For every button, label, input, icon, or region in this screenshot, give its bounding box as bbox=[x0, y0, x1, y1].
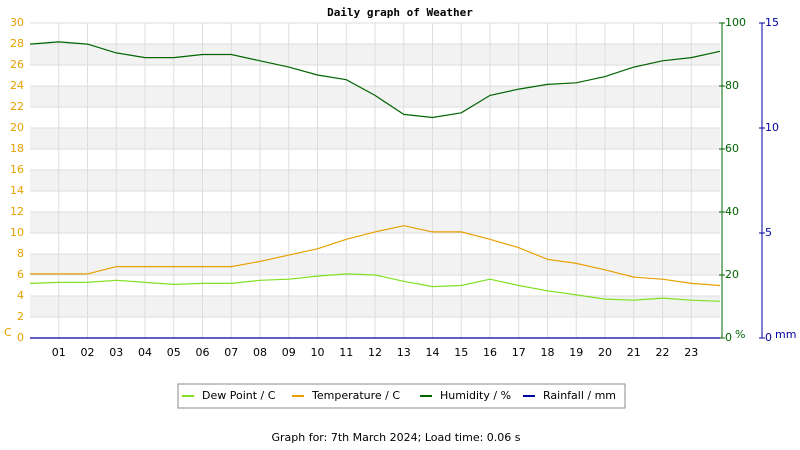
y-tick-label: 26 bbox=[10, 58, 24, 71]
y3-axis-label: mm bbox=[775, 328, 796, 341]
y-tick-label: 6 bbox=[17, 268, 24, 281]
x-tick-label: 14 bbox=[426, 346, 440, 359]
x-tick-label: 21 bbox=[627, 346, 641, 359]
y-tick-label: 8 bbox=[17, 247, 24, 260]
y2-axis-label: % bbox=[735, 328, 745, 341]
x-tick-label: 22 bbox=[656, 346, 670, 359]
legend-label: Dew Point / C bbox=[202, 389, 276, 402]
x-tick-label: 09 bbox=[282, 346, 296, 359]
y-tick-label: 4 bbox=[17, 289, 24, 302]
x-tick-label: 19 bbox=[569, 346, 583, 359]
x-tick-label: 15 bbox=[454, 346, 468, 359]
y-tick-label: 18 bbox=[10, 142, 24, 155]
legend-label: Rainfall / mm bbox=[543, 389, 616, 402]
y-tick-label: 28 bbox=[10, 37, 24, 50]
x-tick-label: 05 bbox=[167, 346, 181, 359]
x-tick-label: 17 bbox=[512, 346, 526, 359]
y2-tick-label: 20 bbox=[725, 268, 739, 281]
y-axis-label: C bbox=[4, 326, 12, 339]
x-tick-label: 12 bbox=[368, 346, 382, 359]
x-tick-label: 10 bbox=[311, 346, 325, 359]
legend-label: Temperature / C bbox=[311, 389, 400, 402]
y-tick-label: 30 bbox=[10, 16, 24, 29]
x-tick-label: 20 bbox=[598, 346, 612, 359]
series-line bbox=[29, 273, 721, 302]
y2-tick-label: 80 bbox=[725, 79, 739, 92]
x-tick-label: 07 bbox=[224, 346, 238, 359]
y-tick-label: 14 bbox=[10, 184, 24, 197]
legend-box bbox=[177, 383, 626, 409]
x-tick-label: 18 bbox=[541, 346, 555, 359]
y-tick-label: 12 bbox=[10, 205, 24, 218]
y-tick-label: 24 bbox=[10, 79, 24, 92]
y3-tick-label: 15 bbox=[765, 16, 779, 29]
y-tick-label: 20 bbox=[10, 121, 24, 134]
y2-tick-label: 100 bbox=[725, 16, 746, 29]
x-tick-label: 11 bbox=[339, 346, 353, 359]
y3-tick-label: 0 bbox=[765, 331, 772, 344]
x-tick-label: 06 bbox=[196, 346, 210, 359]
y2-tick-label: 60 bbox=[725, 142, 739, 155]
legend-label: Humidity / % bbox=[440, 389, 511, 402]
chart-title: Daily graph of Weather bbox=[327, 6, 473, 19]
x-tick-label: 13 bbox=[397, 346, 411, 359]
series-line bbox=[29, 41, 721, 119]
y3-tick-label: 10 bbox=[765, 121, 779, 134]
x-tick-label: 01 bbox=[52, 346, 66, 359]
x-tick-label: 23 bbox=[684, 346, 698, 359]
x-tick-label: 02 bbox=[81, 346, 95, 359]
footer: Graph for: 7th March 2024; Load time: 0.… bbox=[271, 431, 520, 444]
y-tick-label: 0 bbox=[17, 331, 24, 344]
y3-tick-label: 5 bbox=[765, 226, 772, 239]
x-tick-label: 03 bbox=[109, 346, 123, 359]
y2-tick-label: 40 bbox=[725, 205, 739, 218]
x-tick-label: 08 bbox=[253, 346, 267, 359]
series-line bbox=[30, 225, 721, 287]
y-tick-label: 16 bbox=[10, 163, 24, 176]
x-tick-label: 16 bbox=[483, 346, 497, 359]
y-tick-label: 2 bbox=[17, 310, 24, 323]
x-tick-label: 04 bbox=[138, 346, 152, 359]
y-tick-label: 22 bbox=[10, 100, 24, 113]
y2-tick-label: 0 bbox=[725, 331, 732, 344]
y-tick-label: 10 bbox=[10, 226, 24, 239]
